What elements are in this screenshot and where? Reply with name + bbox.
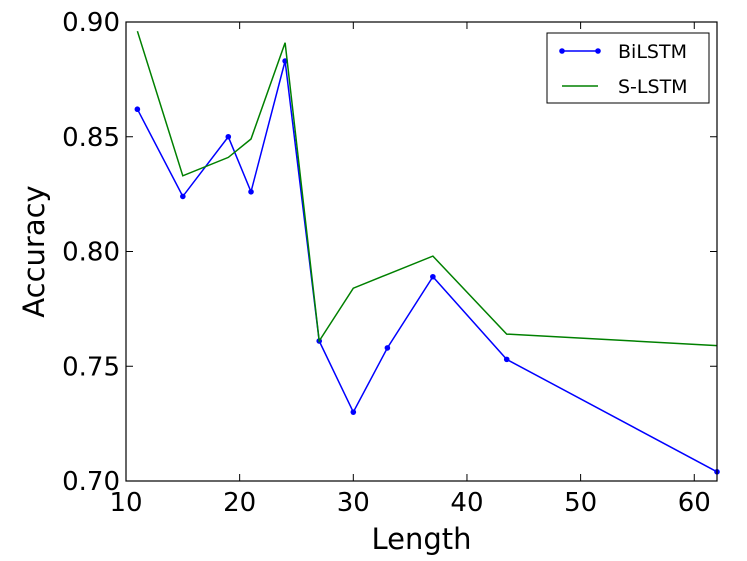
ticks-layer: 10 20 30 40 50 60 0.70 0.75 0.80 0.85 0.90 [62,8,717,518]
x-tick-label: 60 [678,488,711,518]
x-tick-label: 30 [337,488,370,518]
data-point-bilstm [430,273,436,280]
data-point-bilstm [503,356,510,363]
series-layer [134,30,720,475]
data-point-bilstm [225,133,232,140]
series-line-s-lstm [136,30,718,347]
y-tick-label: 0.75 [62,352,120,382]
legend-label-s-lstm: S-LSTM [618,76,688,98]
y-axis-label: Accuracy [17,185,51,317]
legend-marker-bilstm [595,48,601,54]
data-point-bilstm [350,409,357,415]
y-tick-label: 0.85 [62,123,120,153]
y-tick-label: 0.80 [62,238,120,268]
x-tick-label: 10 [109,488,142,518]
data-point-bilstm [180,193,186,200]
x-axis-label: Length [371,522,471,556]
data-point-bilstm [248,189,254,195]
data-point-bilstm [134,106,141,113]
legend: BiLSTM S-LSTM [546,32,710,104]
x-tick-label: 40 [450,488,483,518]
series-line-bilstm [136,60,718,473]
legend-marker-bilstm [559,48,565,54]
data-point-bilstm [384,345,391,351]
x-tick-label: 20 [223,488,256,518]
y-tick-label: 0.70 [62,467,120,497]
legend-label-bilstm: BiLSTM [618,41,687,63]
y-tick-label: 0.90 [62,8,120,38]
legend-box [546,32,710,104]
x-tick-label: 50 [564,488,597,518]
